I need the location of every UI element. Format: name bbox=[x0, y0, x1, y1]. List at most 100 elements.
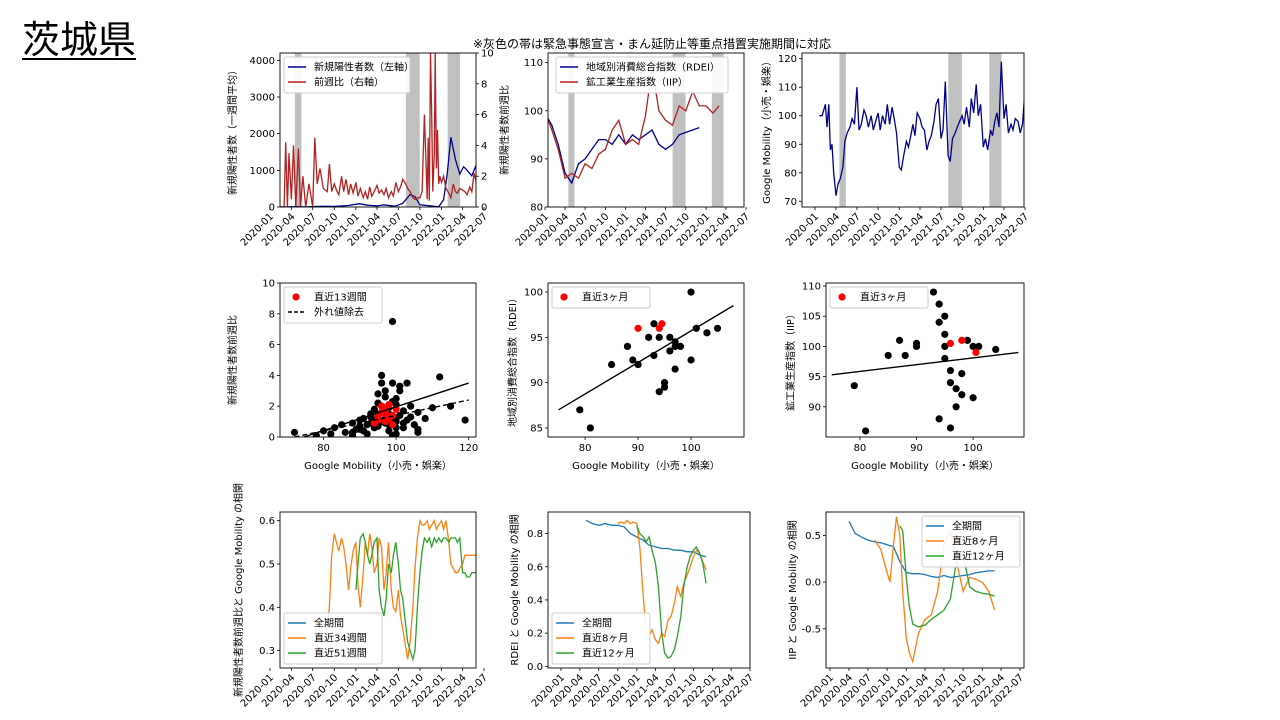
data-point bbox=[687, 356, 695, 364]
legend-box bbox=[829, 286, 929, 309]
y-tick-label: 105 bbox=[802, 312, 821, 323]
x-axis-label: Google Mobility（小売・娯楽） bbox=[851, 459, 999, 472]
page-title: 茨城県 bbox=[22, 18, 137, 62]
data-point bbox=[396, 382, 404, 390]
data-point bbox=[378, 371, 386, 379]
data-point bbox=[666, 347, 674, 355]
legend: 直近3ヶ月 bbox=[829, 286, 929, 309]
emergency-band bbox=[948, 53, 962, 207]
y-tick-label: 0.4 bbox=[259, 603, 275, 614]
y-axis-label: 新規陽性者数前週比と Google Mobility の相関 bbox=[232, 483, 245, 697]
data-point bbox=[586, 424, 594, 432]
y-tick-label: -0.5 bbox=[801, 624, 821, 635]
data-point bbox=[414, 428, 422, 436]
data-point bbox=[941, 342, 949, 351]
data-point bbox=[381, 393, 389, 401]
x-tick-label: 100 bbox=[964, 443, 983, 454]
chart-rdei_iip: 80901001102020-012020-042020-072020-1020… bbox=[514, 52, 752, 249]
legend-label: 直近34週間 bbox=[314, 632, 367, 645]
data-point bbox=[952, 403, 960, 411]
regression-line bbox=[831, 351, 1019, 376]
x-axis-label: Google Mobility（小売・娯楽） bbox=[572, 459, 720, 472]
data-point bbox=[421, 414, 429, 423]
data-point bbox=[958, 369, 966, 378]
y-tick-label: 0.0 bbox=[805, 578, 821, 589]
y-tick-right-label: 2 bbox=[481, 172, 487, 183]
data-point bbox=[645, 333, 653, 341]
chart-cases: 0100020003000400002468102020-012020-0420… bbox=[226, 49, 511, 249]
y-axis-label: IIP と Google Mobility の相関 bbox=[786, 520, 799, 659]
regression-line bbox=[301, 382, 469, 437]
chart-corr_iip: -0.50.00.52020-012020-042020-072020-1020… bbox=[786, 511, 1026, 710]
x-tick-label: 80 bbox=[579, 443, 592, 454]
data-point bbox=[952, 385, 960, 393]
emergency-band bbox=[711, 53, 724, 207]
data-point bbox=[946, 366, 955, 375]
y-tick-label: 100 bbox=[524, 288, 543, 299]
data-point bbox=[341, 428, 349, 436]
y-tick-label: 0.2 bbox=[527, 629, 543, 640]
data-point bbox=[941, 330, 949, 338]
data-point bbox=[676, 342, 685, 351]
data-point bbox=[348, 428, 357, 436]
legend: 地域別消費総合指数（RDEI） 鉱工業生産指数（IIP） bbox=[555, 56, 729, 94]
plot-area bbox=[819, 61, 1024, 196]
y-tick-label: 4000 bbox=[250, 56, 275, 67]
chart-corr_rdei: 0.00.20.40.60.82020-012020-042020-072020… bbox=[508, 511, 756, 710]
data-point bbox=[403, 379, 411, 387]
emergency-band bbox=[447, 53, 461, 207]
axes-frame bbox=[547, 282, 745, 438]
data-point bbox=[407, 402, 415, 410]
axes-frame bbox=[801, 52, 1025, 208]
y-tick-label: 100 bbox=[524, 106, 543, 117]
data-point bbox=[576, 406, 584, 414]
data-point bbox=[428, 404, 437, 412]
legend-label: 地域別消費総合指数（RDEI） bbox=[586, 61, 720, 74]
legend-box bbox=[555, 56, 729, 94]
data-point bbox=[327, 430, 335, 437]
data-point bbox=[356, 425, 364, 433]
legend-label: 直近12ヶ月 bbox=[952, 550, 1005, 563]
y-axis-label: 地域別消費総合指数（RDEI） bbox=[506, 293, 519, 427]
plot-area bbox=[585, 519, 707, 659]
data-point bbox=[407, 413, 415, 421]
data-point bbox=[687, 288, 695, 296]
y-tick-label: 100 bbox=[802, 342, 821, 353]
y-tick-label: 0.4 bbox=[527, 595, 543, 606]
data-point bbox=[969, 394, 977, 402]
y-tick-label: 110 bbox=[778, 83, 797, 94]
y-tick-label: 90 bbox=[530, 378, 543, 389]
data-point bbox=[374, 390, 382, 398]
data-point bbox=[935, 318, 943, 326]
y-tick-label: 0.5 bbox=[805, 531, 821, 542]
data-point bbox=[607, 360, 616, 369]
y-tick-label: 1000 bbox=[250, 166, 275, 177]
data-point bbox=[655, 333, 663, 341]
data-point bbox=[378, 379, 386, 387]
legend-label: 全期間 bbox=[314, 617, 344, 630]
legend-box bbox=[921, 515, 1021, 568]
legend-marker bbox=[560, 293, 568, 301]
recent-point bbox=[385, 401, 393, 409]
plot-area bbox=[558, 288, 734, 432]
y-tick-label: 0.0 bbox=[527, 662, 543, 673]
y-tick-label: 2 bbox=[269, 402, 275, 413]
y-tick-label: 70 bbox=[784, 197, 797, 208]
regression-line bbox=[294, 399, 469, 437]
data-point bbox=[895, 336, 904, 344]
x-tick-label: 80 bbox=[317, 443, 330, 454]
y-tick-label: 85 bbox=[530, 423, 543, 434]
y-tick-label: 110 bbox=[802, 282, 821, 293]
series-line bbox=[355, 532, 476, 662]
emergency-band bbox=[989, 53, 1002, 207]
legend-label: 直近8ヶ月 bbox=[952, 535, 998, 548]
legend: 新規陽性者数（左軸） 前週比（右軸） bbox=[283, 56, 414, 94]
chart-scatter_iip: 90 95 100 105 110 80 90 100 Google Mobility（小売・娯… bbox=[784, 282, 1025, 472]
data-point bbox=[655, 388, 663, 396]
y-tick-right-label: 6 bbox=[481, 110, 487, 121]
y-tick-right-label: 4 bbox=[481, 141, 487, 152]
x-tick-label: 100 bbox=[387, 443, 406, 454]
x-tick-label: 80 bbox=[854, 443, 867, 454]
y-tick-label: 0.3 bbox=[259, 646, 275, 657]
